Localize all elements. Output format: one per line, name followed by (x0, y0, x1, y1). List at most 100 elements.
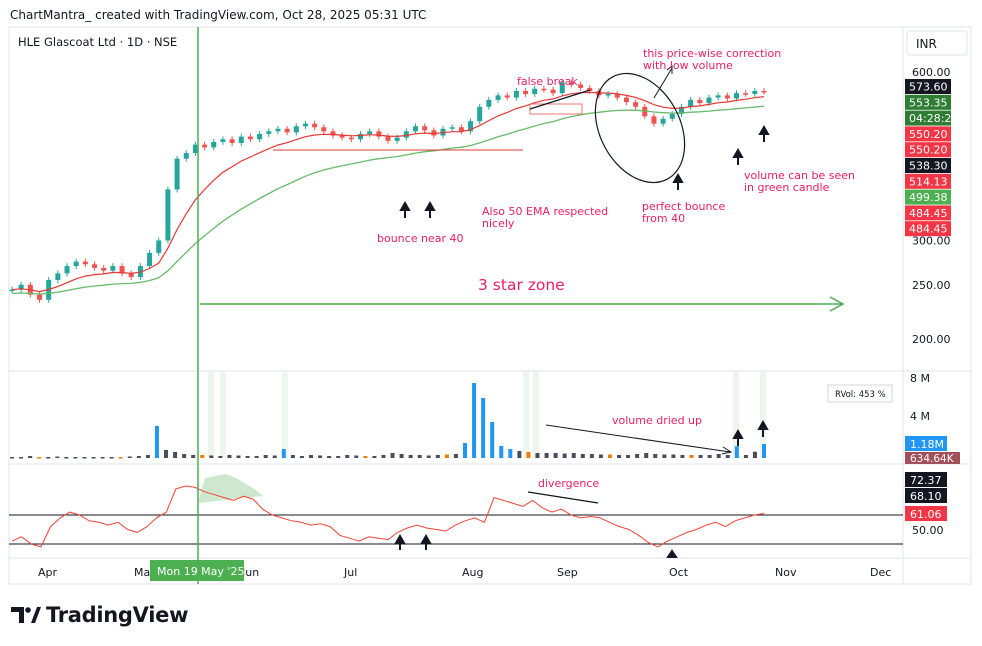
price-tick: 200.00 (912, 333, 951, 346)
volume-bar (145, 455, 150, 458)
candle-body (275, 128, 281, 132)
volume-series (10, 383, 766, 459)
volume-bar (154, 426, 159, 458)
divergence-line (527, 491, 599, 504)
candle-body (504, 95, 510, 98)
volume-bar (272, 455, 277, 458)
candle-body (367, 131, 373, 134)
candle-body (651, 116, 657, 124)
volume-trend-arrowhead (721, 446, 733, 455)
price-label: 573.60 (909, 81, 948, 94)
volume-bar (453, 454, 458, 458)
candle-body (293, 126, 299, 133)
annotation-volume-green-2: in green candle (744, 181, 830, 194)
price-label: 484.45 (909, 223, 948, 236)
volume-highlights (208, 371, 766, 458)
volume-bar (707, 455, 712, 458)
volume-bar (589, 454, 594, 458)
volume-bar (481, 398, 486, 458)
annotation-volume-green-1: volume can be seen (744, 169, 855, 182)
volume-bar (716, 454, 721, 458)
candle-body (468, 121, 474, 132)
volume-bar (408, 455, 413, 458)
volume-bar (290, 455, 295, 458)
volume-bar (173, 452, 178, 458)
candle-body (486, 99, 492, 107)
price-label-stack: 573.60 553.35 04:28:21 550.20 550.20 538.30 51… (905, 79, 958, 237)
false-break-line (529, 89, 591, 110)
candle-body (422, 126, 428, 131)
price-label: 538.30 (909, 160, 948, 173)
volume-bar (526, 452, 531, 458)
price-label-bg (905, 94, 951, 110)
volume-label-avg: 634.64K (910, 453, 955, 465)
volume-bar (508, 449, 513, 458)
candle-body (678, 106, 684, 114)
candle-body (247, 136, 253, 140)
volume-bar (118, 457, 123, 459)
candle-body (660, 118, 666, 124)
volume-bar (680, 455, 685, 458)
volume-bar (336, 456, 341, 458)
volume-bar (390, 453, 395, 458)
price-label-bg (905, 205, 951, 221)
volume-bar (46, 457, 51, 459)
price-label-bg (905, 126, 951, 142)
volume-bar (308, 455, 313, 458)
volume-bar (100, 457, 105, 459)
volume-bar (37, 457, 42, 459)
volume-bar (218, 456, 223, 458)
rsi-label-2-bg (905, 488, 947, 503)
candle-body (724, 95, 730, 99)
volume-bar (762, 444, 766, 458)
volume-bar (662, 454, 667, 458)
volume-bar (254, 456, 259, 458)
correction-pointer (653, 67, 673, 99)
time-tick: Sep (557, 566, 578, 579)
candle-body (394, 137, 400, 141)
volume-bar (689, 455, 694, 458)
volume-bar (743, 455, 748, 458)
candle-body (633, 102, 639, 107)
volume-bar (580, 454, 585, 458)
candlestick-series (9, 79, 767, 303)
price-label: 484.45 (909, 207, 948, 220)
volume-bar (354, 455, 359, 458)
currency-button[interactable] (906, 30, 968, 56)
volume-bar (472, 383, 477, 458)
candle-body (238, 136, 244, 143)
volume-bar (363, 456, 368, 458)
price-label-bg (905, 110, 951, 126)
annotation-perfect-1: perfect bounce (642, 200, 725, 213)
volume-bar (200, 455, 205, 458)
rsi-line (11, 485, 765, 548)
price-label: 550.20 (909, 128, 948, 141)
price-axis: 600.00 300.00 250.00 200.00 (912, 66, 951, 346)
currency-label: INR (916, 37, 937, 51)
ema-fast-line (11, 91, 765, 293)
volume-bar (372, 456, 377, 458)
volume-bar (535, 453, 540, 458)
volume-bar (28, 456, 33, 458)
time-tick: Oct (669, 566, 689, 579)
volume-bar (164, 450, 169, 458)
volume-tick-8m: 8 M (910, 372, 930, 385)
volume-bar (64, 457, 69, 459)
candle-body (669, 113, 675, 119)
candle-body (183, 152, 189, 159)
volume-bar (598, 454, 603, 458)
volume-trend-line (545, 424, 731, 453)
candle-body (202, 144, 208, 148)
candle-body (312, 123, 318, 128)
candle-body (192, 144, 198, 153)
chart-frame (8, 26, 972, 585)
volume-bar (19, 457, 24, 459)
rsi-overbought-fill (198, 474, 263, 503)
crosshair-date: Mon 19 May '25 (157, 565, 244, 578)
annotation-perfect-2: from 40 (642, 212, 685, 225)
attribution-text: ChartMantra_ created with TradingView.co… (10, 8, 427, 22)
candle-body (339, 135, 345, 138)
star-zone-arrowhead (829, 296, 845, 312)
